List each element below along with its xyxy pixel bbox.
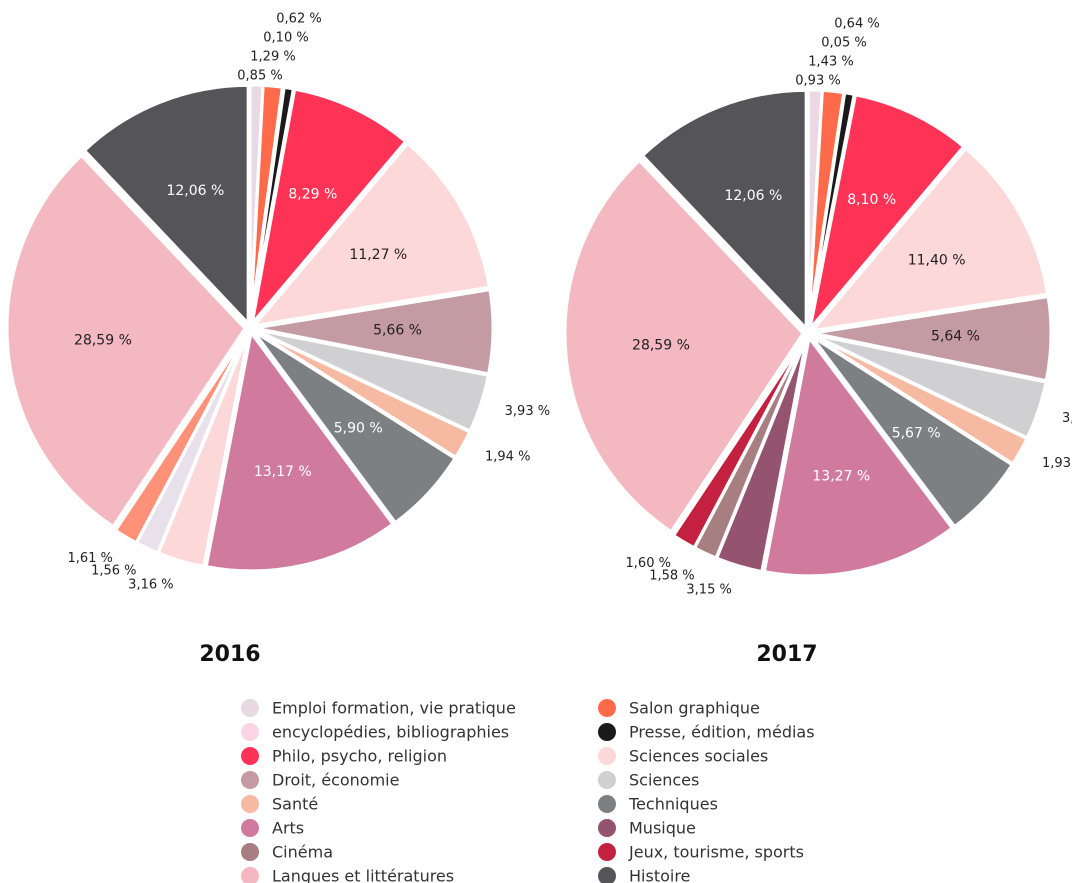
legend-label: Cinéma [272, 843, 333, 862]
legend-swatch [241, 723, 259, 741]
legend-swatch [241, 771, 259, 789]
legend-label: Arts [272, 819, 304, 838]
legend-swatch [598, 723, 616, 741]
pie-slice [812, 294, 1053, 383]
legend-label: Techniques [628, 795, 718, 814]
pie-slice [113, 331, 249, 545]
legend-label: Emploi formation, vie pratique [272, 699, 516, 718]
legend-label: Presse, édition, médias [629, 723, 815, 742]
pie-slice [5, 153, 247, 529]
legend-swatch [598, 867, 616, 883]
legend-label: Sciences sociales [629, 747, 768, 766]
data-label: 0,05 % [821, 36, 866, 51]
data-label: 12,06 % [724, 188, 782, 204]
legend-swatch [598, 795, 616, 813]
pie-slice [563, 158, 805, 534]
data-label: 8,10 % [847, 192, 896, 208]
data-label: 12,06 % [166, 183, 224, 199]
data-label: 3,15 % [686, 582, 731, 597]
data-label: 1,58 % [649, 568, 694, 583]
legend-swatch [598, 771, 616, 789]
pie-slice [204, 329, 395, 573]
pie-slice [810, 335, 1015, 529]
legend-swatch [598, 843, 616, 861]
pie-slice [671, 336, 807, 550]
legend-label: Santé [272, 795, 318, 814]
legend-label: Sciences [629, 771, 699, 790]
legend-swatch [241, 843, 259, 861]
data-label: 5,67 % [892, 425, 941, 441]
data-label: 13,27 % [812, 469, 870, 485]
data-label: 1,61 % [67, 551, 112, 566]
legend-swatch [241, 795, 259, 813]
data-label: 1,93 % [1042, 456, 1072, 471]
data-label: 11,40 % [908, 253, 966, 269]
pie-slice [250, 141, 491, 328]
data-label: 0,62 % [276, 12, 321, 27]
legend-label: Droit, économie [272, 771, 399, 790]
legend-swatch [241, 747, 259, 765]
data-label: 0,10 % [263, 31, 308, 46]
data-label: 3,16 % [128, 577, 173, 592]
data-label: 5,90 % [334, 420, 383, 436]
pie-slice [249, 87, 408, 329]
data-label: 8,29 % [288, 187, 337, 203]
data-label: 1,56 % [91, 563, 136, 578]
data-label: 5,66 % [373, 322, 422, 338]
chart-title: 2016 [199, 642, 260, 667]
legend-swatch [598, 747, 616, 765]
data-label: 1,94 % [485, 449, 530, 464]
data-label: 1,60 % [626, 556, 671, 571]
pie-slice [254, 287, 495, 376]
pie-slice [762, 334, 955, 578]
data-label: 1,43 % [808, 55, 853, 70]
legend-swatch [598, 819, 616, 837]
legend-label: Salon graphique [629, 699, 760, 718]
data-label: 0,93 % [795, 74, 840, 89]
data-label: 0,64 % [834, 17, 879, 32]
pie-slice [82, 83, 250, 328]
legend-swatch [241, 867, 259, 883]
data-label: 3,93 % [505, 404, 550, 419]
legend-label: Jeux, tourisme, sports [628, 843, 804, 862]
data-label: 11,27 % [349, 247, 407, 263]
pie-slice [640, 88, 808, 333]
legend-label: Philo, psycho, religion [272, 747, 447, 766]
data-label: 28,59 % [74, 333, 132, 349]
pie-slice [252, 330, 458, 525]
legend-label: Langues et littératures [272, 867, 454, 883]
pie-slice [807, 93, 966, 334]
legend-label: Histoire [629, 867, 690, 883]
legend-label: Musique [629, 819, 696, 838]
data-label: 1,29 % [250, 50, 295, 65]
pie-slice [808, 146, 1050, 333]
chart-title: 2017 [756, 642, 817, 667]
legend-swatch [598, 699, 616, 717]
legend-swatch [241, 699, 259, 717]
data-label: 0,85 % [237, 69, 282, 84]
data-label: 3,94 % [1062, 411, 1072, 426]
legend-label: encyclopédies, bibliographies [272, 723, 509, 742]
data-label: 13,17 % [254, 464, 312, 480]
data-label: 28,59 % [632, 338, 690, 354]
legend-swatch [241, 819, 259, 837]
data-label: 5,64 % [931, 328, 980, 344]
